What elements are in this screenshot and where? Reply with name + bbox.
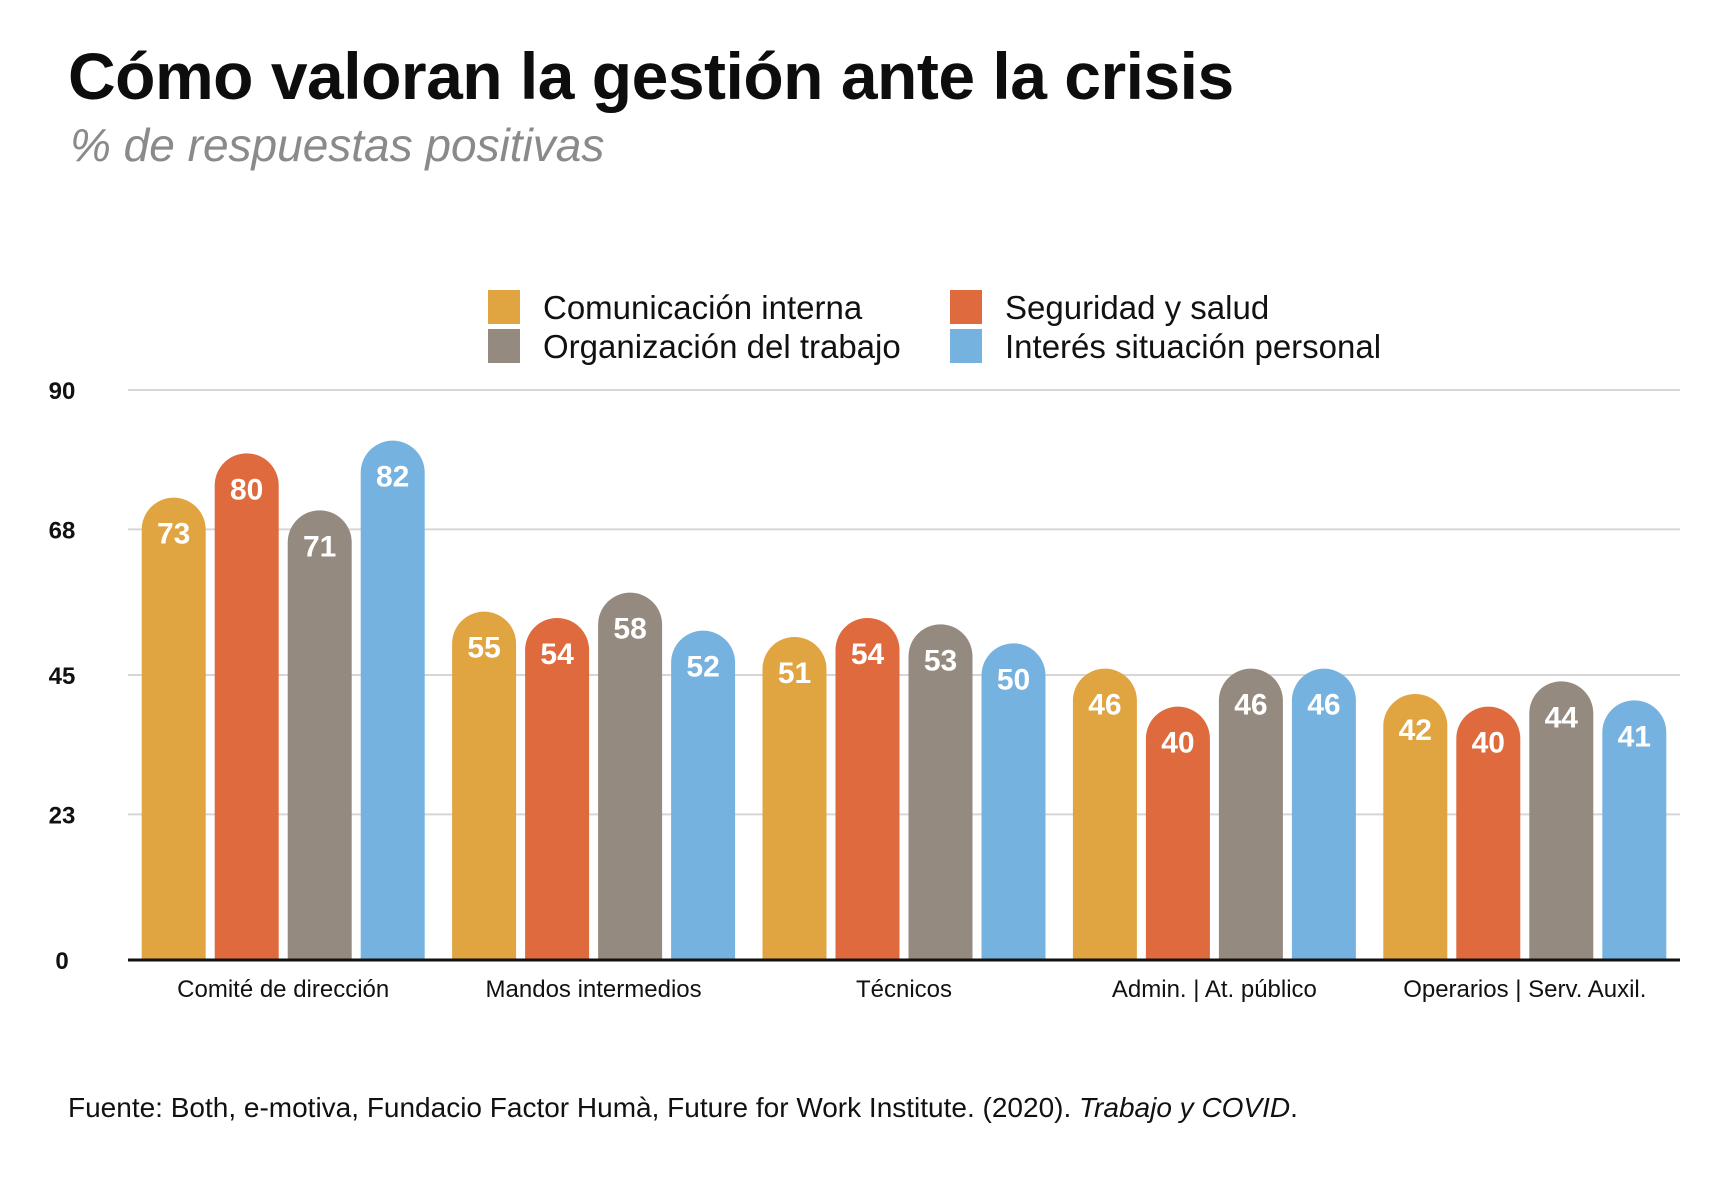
- x-tick-label: Operarios | Serv. Auxil.: [1403, 976, 1646, 1003]
- bar-value-label: 80: [230, 473, 263, 506]
- legend-swatch: [488, 329, 520, 363]
- y-tick-label: 68: [49, 517, 76, 544]
- bar-value-label: 53: [924, 644, 957, 677]
- legend-label: Seguridad y salud: [1005, 289, 1269, 326]
- bar: [671, 630, 736, 960]
- legend-label: Interés situación personal: [1005, 328, 1381, 365]
- bar-chart: 0 23 45 68 90 73 80 71 82 Comité de dirección 55 54…: [49, 289, 1680, 1003]
- x-tick-label: Comité de dirección: [177, 976, 389, 1003]
- bar-value-label: 44: [1545, 701, 1579, 734]
- bar: [1529, 681, 1594, 960]
- bar-value-label: 42: [1399, 714, 1432, 747]
- bar: [908, 624, 973, 960]
- bar-value-label: 50: [997, 663, 1030, 696]
- bar: [981, 643, 1046, 960]
- bar: [1145, 706, 1210, 960]
- y-tick-label: 45: [49, 663, 76, 690]
- bar: [835, 618, 900, 960]
- x-tick-label: Admin. | At. público: [1112, 976, 1317, 1003]
- legend-swatch: [488, 290, 520, 324]
- source-note: Fuente: Both, e-motiva, Fundacio Factor …: [68, 1092, 1298, 1124]
- bar: [452, 611, 517, 960]
- source-text: Fuente: Both, e-motiva, Fundacio Factor …: [68, 1092, 1080, 1123]
- chart-title: Cómo valoran la gestión ante la crisis: [68, 39, 1234, 113]
- bar-value-label: 73: [157, 518, 190, 551]
- y-tick-label: 23: [49, 802, 76, 829]
- bar-value-label: 82: [376, 461, 409, 494]
- bar-value-label: 54: [540, 638, 574, 671]
- bar: [1383, 694, 1448, 960]
- chart-subtitle: % de respuestas positivas: [70, 119, 605, 171]
- bar-value-label: 54: [851, 638, 885, 671]
- x-tick-label: Mandos intermedios: [486, 976, 702, 1003]
- bar-value-label: 58: [613, 613, 646, 646]
- bar: [287, 510, 352, 960]
- bar-value-label: 46: [1088, 689, 1121, 722]
- bar: [141, 497, 206, 960]
- bar-value-label: 51: [778, 657, 811, 690]
- bar: [1218, 668, 1283, 960]
- legend-swatch: [950, 290, 982, 324]
- bar-value-label: 71: [303, 530, 336, 563]
- y-tick-label: 90: [49, 378, 76, 405]
- bar-value-label: 46: [1234, 689, 1267, 722]
- bar-value-label: 40: [1161, 727, 1194, 760]
- bar-value-label: 40: [1472, 727, 1505, 760]
- legend-label: Comunicación interna: [543, 289, 863, 326]
- bar-value-label: 41: [1618, 720, 1651, 753]
- bar: [525, 618, 590, 960]
- bar: [1072, 668, 1137, 960]
- source-title: Trabajo y COVID: [1079, 1092, 1291, 1123]
- bar: [598, 592, 663, 960]
- legend-swatch: [950, 329, 982, 363]
- bar-value-label: 55: [467, 632, 500, 665]
- bar: [1456, 706, 1521, 960]
- y-tick-label: 0: [55, 948, 68, 975]
- bar: [762, 637, 827, 960]
- bar-value-label: 52: [686, 651, 719, 684]
- bar: [360, 440, 425, 960]
- source-end: .: [1290, 1092, 1298, 1123]
- bar-value-label: 46: [1307, 689, 1340, 722]
- legend-label: Organización del trabajo: [543, 328, 901, 365]
- bar: [1602, 700, 1667, 960]
- x-tick-label: Técnicos: [856, 976, 952, 1003]
- bar: [1291, 668, 1356, 960]
- bar: [214, 453, 279, 960]
